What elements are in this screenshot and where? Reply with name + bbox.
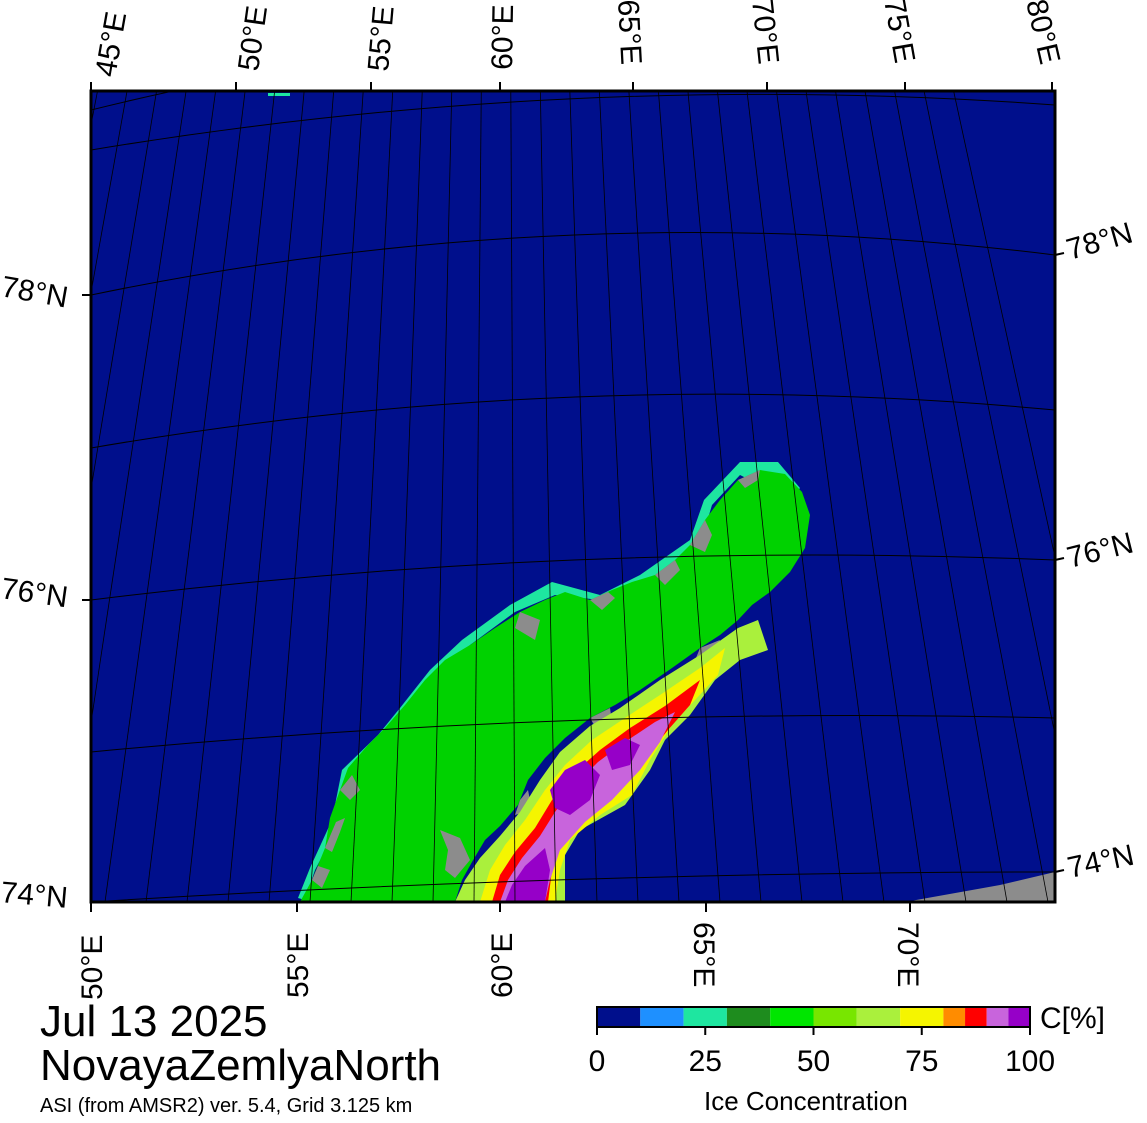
latitude-line-79n xyxy=(91,93,1055,151)
lon-label-top-70e: 70°E xyxy=(745,0,785,66)
no-data-area xyxy=(905,872,1055,902)
meridian-line xyxy=(923,91,1055,737)
meridian-line xyxy=(145,91,246,902)
latitude-line-77n xyxy=(91,393,1055,449)
colorbar-bin xyxy=(986,1007,1009,1027)
colorbar-bin xyxy=(943,1007,966,1027)
meridian-line xyxy=(717,91,803,902)
latitude-line-74n xyxy=(91,871,1055,902)
meridian-line xyxy=(539,91,557,902)
colorbar-tick-label: 75 xyxy=(905,1045,939,1078)
map-frame xyxy=(89,89,1057,904)
lon-label-top-80e: 80°E xyxy=(1019,0,1066,67)
ice-concentration-colorbar xyxy=(596,1007,1031,1035)
colorbar-title: Ice Concentration xyxy=(704,1086,908,1116)
meridian-line xyxy=(186,91,276,902)
lat-label-left-74n: 74°N xyxy=(0,876,69,915)
meridian-line xyxy=(864,91,1008,902)
meridian-line xyxy=(350,91,394,902)
meridian-line xyxy=(835,91,967,902)
colorbar-bin xyxy=(770,1007,814,1027)
meridian-line xyxy=(268,91,335,902)
lon-label-bottom-50e: 50°E xyxy=(76,935,109,1000)
lat-label-left-76n: 76°N xyxy=(0,572,70,614)
colorbar-bin xyxy=(640,1007,684,1027)
meridian-line xyxy=(91,91,187,726)
lon-label-top-45e: 45°E xyxy=(89,9,133,79)
colorbar-bin xyxy=(900,1007,944,1027)
meridian-line xyxy=(473,91,482,902)
colorbar-unit: C[%] xyxy=(1040,1002,1106,1035)
graticule xyxy=(91,91,1055,902)
lon-label-top-60e: 60°E xyxy=(486,4,520,70)
meridian-line xyxy=(598,91,639,902)
meridian-line xyxy=(104,91,216,902)
meridian-line xyxy=(658,91,721,902)
region-name: NovayaZemlyaNorth xyxy=(40,1041,442,1090)
meridian-line xyxy=(309,91,364,902)
lat-label-right-76n: 76°N xyxy=(1064,527,1137,575)
colorbar-tick-label: 50 xyxy=(796,1045,831,1078)
meridian-line xyxy=(432,91,453,902)
meridian-line xyxy=(628,91,680,902)
latitude-line-76n xyxy=(91,554,1055,601)
colorbar-tick-label: 25 xyxy=(688,1045,722,1078)
meridian-line xyxy=(953,91,1055,560)
meridian-line xyxy=(746,91,844,902)
lon-label-top-50e: 50°E xyxy=(232,4,274,73)
latitude-line-75n xyxy=(91,715,1055,753)
colorbar-bin xyxy=(965,1007,987,1027)
colorbar-bin xyxy=(1008,1007,1030,1027)
colorbar-bin xyxy=(813,1007,857,1027)
meridian-line xyxy=(776,91,885,902)
lat-label-right-78n: 78°N xyxy=(1063,217,1137,267)
colorbar-tick-label: 100 xyxy=(1004,1045,1056,1078)
lon-label-top-65e: 65°E xyxy=(611,0,647,66)
ice-band-darkpurple xyxy=(505,848,550,902)
colorbar-frame xyxy=(596,1006,1031,1028)
meridian-line xyxy=(91,91,128,295)
meridian-line xyxy=(687,91,762,902)
tick-marks xyxy=(82,82,1065,912)
colorbar-tick-label: 0 xyxy=(588,1045,606,1078)
lon-label-top-55e: 55°E xyxy=(362,5,401,73)
meridian-line xyxy=(91,91,98,127)
map-date: Jul 13 2025 xyxy=(40,997,268,1046)
lat-label-left-78n: 78°N xyxy=(0,270,71,314)
meridian-line xyxy=(510,91,516,902)
colorbar-bin xyxy=(856,1007,901,1027)
lon-label-bottom-65e: 65°E xyxy=(687,922,720,987)
meridian-line xyxy=(894,91,1049,902)
lon-label-bottom-60e: 60°E xyxy=(486,933,519,998)
ice-band-darkpurple-2 xyxy=(550,760,600,815)
meridian-line xyxy=(391,91,423,902)
lon-label-bottom-70e: 70°E xyxy=(891,922,924,987)
novaya-zemlya-island xyxy=(300,470,810,902)
product-info: ASI (from AMSR2) ver. 5.4, Grid 3.125 km xyxy=(40,1095,413,1117)
meridian-line xyxy=(91,91,157,492)
colorbar-bin xyxy=(683,1007,727,1027)
latitude-line-78n xyxy=(91,232,1055,296)
ice-speck xyxy=(268,93,290,96)
meridian-line xyxy=(569,91,598,902)
colorbar-bin xyxy=(597,1007,641,1027)
lat-label-right-74n: 74°N xyxy=(1065,839,1137,885)
meridian-line xyxy=(227,91,305,902)
colorbar-bin xyxy=(726,1007,771,1027)
meridian-line xyxy=(805,91,926,902)
lon-label-bottom-55e: 55°E xyxy=(282,933,315,998)
lon-label-top-75e: 75°E xyxy=(877,0,921,66)
